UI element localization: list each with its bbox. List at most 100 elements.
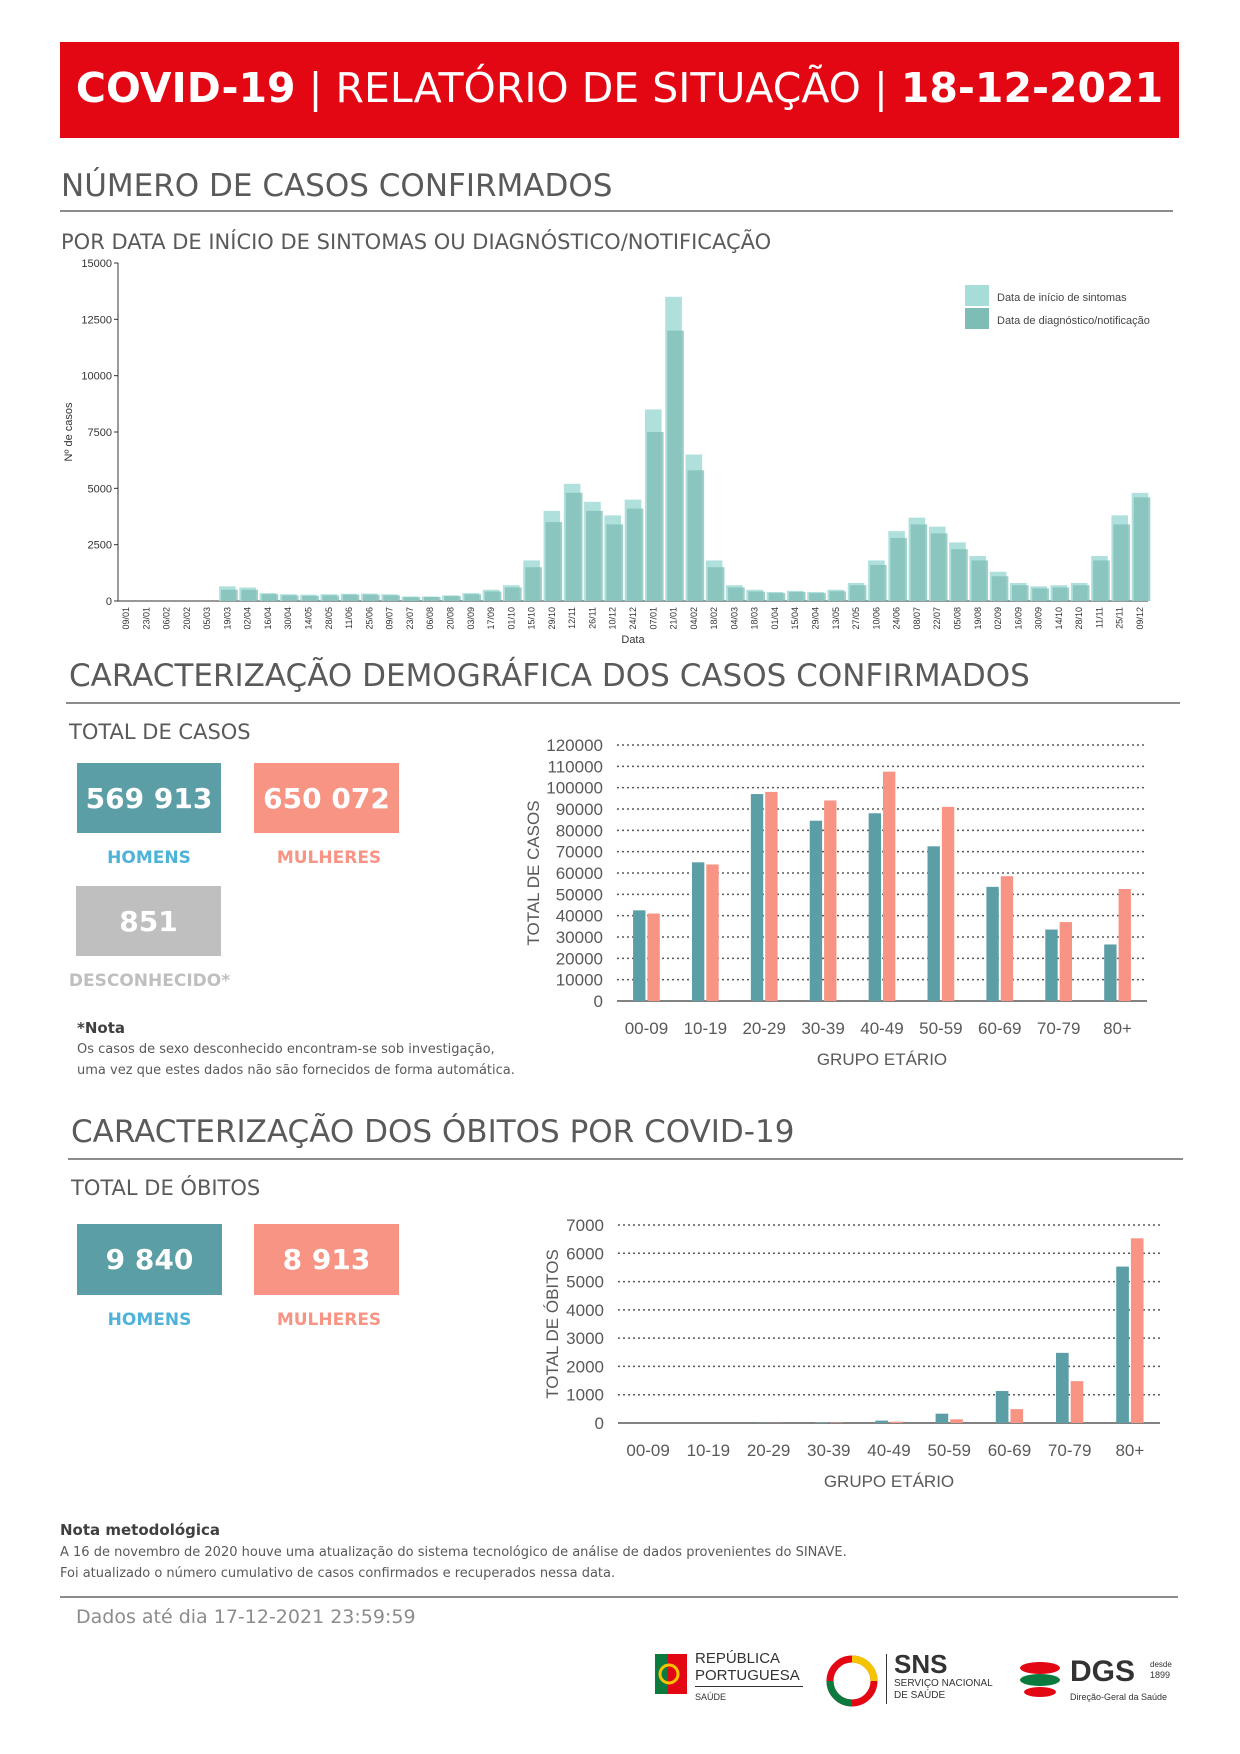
deaths-bar-women: [1130, 1238, 1144, 1423]
deaths-bar-women: [1070, 1381, 1084, 1423]
epi-bar-diagnosis: [342, 594, 360, 601]
methodology-title: Nota metodológica: [60, 1521, 221, 1539]
x-tick-label: 05/08: [952, 607, 962, 630]
cases-bar-women: [1000, 876, 1014, 1001]
cases-bar-women: [647, 913, 660, 1001]
note-title: *Nota: [77, 1019, 125, 1037]
logo-dgs-subtitle: Direção-Geral da Saúde: [1070, 1692, 1168, 1702]
x-tick-label: 16/09: [1013, 607, 1023, 630]
x-tick-label: 28/10: [1074, 607, 1084, 630]
epi-bar-diagnosis: [1113, 524, 1131, 601]
section-divider: [66, 702, 1180, 704]
title-covid: COVID-19: [75, 64, 296, 112]
total-deaths-heading: TOTAL DE ÓBITOS: [71, 1176, 261, 1200]
cases-women-label: MULHERES: [276, 848, 382, 868]
deaths-bar-women: [950, 1419, 963, 1423]
y-tick-label: 110000: [548, 757, 603, 776]
y-tick-label: 7000: [566, 1216, 604, 1235]
cases-bar-women: [706, 864, 719, 1001]
x-tick-label: 13/05: [831, 607, 841, 630]
epi-bar-diagnosis: [829, 591, 847, 601]
epi-bar-diagnosis: [363, 594, 380, 601]
logo-dgs-text: DGS: [1070, 1655, 1136, 1688]
logo-dgs-year: 1899: [1150, 1670, 1171, 1680]
x-axis-title: Data: [621, 634, 645, 646]
x-tick-label: 04/02: [689, 607, 699, 630]
epi-bar-diagnosis: [809, 593, 826, 601]
y-tick-label: 50000: [556, 885, 603, 904]
epi-bar-diagnosis: [525, 567, 542, 601]
section-divider: [68, 1158, 1183, 1160]
x-tick-label: 30-39: [807, 1441, 850, 1460]
epi-bar-diagnosis: [383, 595, 400, 601]
y-tick-label: 80000: [556, 821, 603, 840]
x-tick-label: 50-59: [919, 1019, 962, 1038]
epi-bar-diagnosis: [991, 576, 1009, 601]
deaths-bar-men: [1056, 1352, 1069, 1423]
y-tick-label: 2000: [566, 1357, 604, 1376]
y-tick-label: 10000: [81, 371, 112, 383]
epi-bar-diagnosis: [606, 524, 624, 601]
cases-bar-men: [691, 862, 705, 1001]
x-tick-label: 29/04: [811, 607, 821, 630]
x-tick-label: 29/10: [547, 607, 557, 630]
sns-logo: SNS SERVIÇO NACIONAL DE SAÚDE: [826, 1650, 996, 1710]
cases-bar-men: [1045, 929, 1058, 1001]
epi-bar-diagnosis: [221, 589, 238, 601]
epi-bar-diagnosis: [423, 596, 441, 601]
epi-bar-diagnosis: [586, 510, 603, 601]
cases-bar-men: [1104, 944, 1117, 1001]
epi-bar-diagnosis: [748, 591, 765, 601]
x-tick-label: 40-49: [860, 1019, 903, 1038]
y-tick-label: 7500: [88, 427, 112, 439]
methodology-line-1: A 16 de novembro de 2020 houve uma atual…: [60, 1545, 847, 1560]
x-tick-label: 22/07: [932, 607, 942, 630]
deaths-bar-women: [890, 1421, 903, 1423]
x-tick-label: 09/07: [385, 607, 395, 630]
epi-bar-diagnosis: [1133, 497, 1151, 601]
y-axis-title: Nº de casos: [63, 402, 75, 462]
deaths-women-value: 8 913: [282, 1243, 371, 1276]
epi-bar-diagnosis: [545, 522, 563, 601]
y-tick-label: 100000: [546, 779, 603, 798]
y-tick-label: 12500: [81, 314, 112, 326]
dgs-emblem-icon: [1020, 1662, 1060, 1697]
deaths-women-label: MULHERES: [276, 1310, 382, 1330]
logo-dgs-since: desde: [1150, 1660, 1172, 1669]
y-tick-label: 3000: [566, 1329, 604, 1348]
epi-bar-diagnosis: [403, 597, 421, 601]
y-tick-label: 6000: [566, 1244, 604, 1263]
x-tick-label: 09/01: [121, 607, 131, 630]
x-tick-label: 20-29: [742, 1019, 785, 1038]
cases-bar-women: [941, 806, 955, 1001]
y-tick-label: 60000: [556, 864, 603, 883]
epi-bar-diagnosis: [707, 567, 725, 601]
y-tick-label: 90000: [556, 800, 603, 819]
cases-unknown-value: 851: [119, 904, 178, 938]
x-tick-label: 30/09: [1034, 607, 1044, 630]
cases-women-value: 650 072: [263, 781, 390, 815]
x-tick-label: 19/03: [222, 607, 232, 630]
x-tick-label: 10/12: [608, 607, 618, 630]
x-tick-label: 40-49: [867, 1441, 910, 1460]
epi-bar-diagnosis: [626, 508, 644, 601]
logo-sns-subtitle-1: SERVIÇO NACIONAL: [894, 1678, 993, 1689]
x-tick-label: 27/05: [851, 607, 861, 630]
cases-bar-women: [824, 800, 837, 1001]
title-report: RELATÓRIO DE SITUAÇÃO: [335, 64, 861, 112]
deaths-women-box: 8 913: [254, 1224, 399, 1295]
legend-swatch: [965, 308, 989, 329]
legend-label: Data de diagnóstico/notificação: [997, 315, 1150, 327]
x-tick-label: 24/06: [892, 607, 902, 630]
epi-bar-diagnosis: [505, 587, 522, 601]
cases-men-value: 569 913: [85, 781, 213, 815]
epi-bar-diagnosis: [281, 595, 299, 601]
x-tick-label: 06/08: [425, 607, 435, 630]
y-tick-label: 0: [595, 1414, 604, 1433]
x-tick-label: 19/08: [973, 607, 983, 630]
epi-bar-diagnosis: [1012, 585, 1029, 601]
cases-unknown-label: DESCONHECIDO*: [68, 971, 231, 991]
x-tick-label: 20/02: [182, 607, 192, 630]
x-tick-label: 23/01: [141, 607, 151, 630]
x-axis-title: GRUPO ETÁRIO: [824, 1472, 954, 1490]
